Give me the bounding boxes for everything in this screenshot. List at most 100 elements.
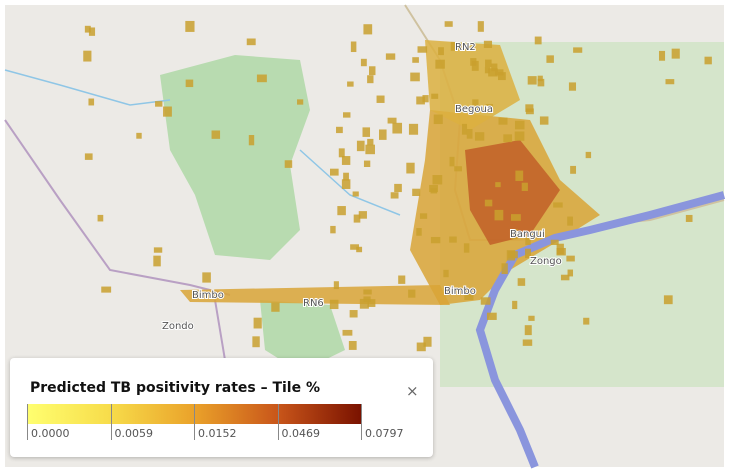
risk-tile <box>356 246 363 253</box>
place-label: Bimbo <box>192 290 224 301</box>
road-label: RN6 <box>303 298 324 309</box>
risk-tile <box>443 269 449 278</box>
risk-tile <box>525 104 534 112</box>
risk-tile <box>512 300 518 310</box>
risk-tile <box>477 21 484 32</box>
risk-tile <box>472 99 479 111</box>
road-label: RN2 <box>455 42 476 53</box>
legend-tick <box>277 404 279 440</box>
risk-tile <box>350 41 357 53</box>
risk-tile <box>408 289 416 298</box>
risk-tile <box>343 172 349 181</box>
risk-tile <box>567 269 574 277</box>
risk-tile <box>438 47 444 56</box>
risk-tile <box>464 294 474 301</box>
risk-tile <box>412 188 421 197</box>
risk-tile <box>423 336 432 347</box>
risk-tile <box>553 202 563 208</box>
risk-tile <box>348 341 357 350</box>
risk-tile <box>367 299 376 307</box>
risk-tile <box>480 297 491 305</box>
risk-tile <box>524 325 532 336</box>
risk-tile <box>429 184 438 193</box>
risk-tile <box>583 317 590 325</box>
risk-tile <box>514 120 525 130</box>
risk-tile <box>433 114 443 125</box>
risk-tile <box>408 123 419 135</box>
risk-tile <box>97 214 104 222</box>
risk-tile <box>367 138 374 146</box>
risk-tile <box>510 214 521 221</box>
risk-tile <box>503 134 513 143</box>
risk-tile <box>368 66 376 76</box>
risk-tile <box>350 244 359 250</box>
risk-tile <box>491 63 498 72</box>
risk-tile <box>342 329 353 336</box>
risk-tile <box>363 24 373 35</box>
risk-tile <box>416 96 425 105</box>
risk-tile <box>449 156 455 167</box>
risk-tile <box>463 243 470 253</box>
risk-tile <box>352 191 359 197</box>
risk-tile <box>398 275 406 284</box>
risk-tile <box>658 50 666 61</box>
risk-tile <box>416 228 422 236</box>
risk-tile <box>376 95 385 103</box>
risk-tile <box>485 59 492 68</box>
risk-tile <box>510 229 518 240</box>
place-label: Bangui <box>510 229 545 240</box>
risk-tile <box>341 156 351 165</box>
close-button[interactable]: × <box>406 382 419 400</box>
risk-tile <box>485 103 493 111</box>
park <box>160 55 310 260</box>
risk-tile <box>271 302 280 312</box>
risk-tile <box>522 339 533 346</box>
risk-tile <box>495 69 504 76</box>
risk-tile <box>136 132 142 139</box>
risk-tile <box>525 248 532 259</box>
risk-tile <box>566 255 575 262</box>
risk-tile <box>430 236 441 244</box>
risk-tile <box>385 53 396 60</box>
risk-tile <box>336 126 343 134</box>
risk-tile <box>379 129 387 140</box>
risk-tile <box>466 129 473 139</box>
risk-tile <box>246 38 256 46</box>
risk-tile <box>471 60 479 71</box>
risk-tile <box>528 315 535 321</box>
risk-tile <box>155 101 163 107</box>
legend-tick <box>110 404 112 440</box>
risk-tile <box>573 47 583 53</box>
risk-tile <box>537 78 545 87</box>
risk-tile <box>671 48 680 59</box>
risk-tile <box>422 95 429 103</box>
place-label: Bimbo <box>444 286 476 297</box>
risk-tile <box>329 299 339 310</box>
risk-tile <box>450 41 457 51</box>
risk-tile <box>297 99 304 105</box>
risk-tile <box>84 25 91 33</box>
risk-tile <box>416 342 426 352</box>
risk-tile <box>338 148 345 158</box>
risk-tile <box>495 182 501 188</box>
risk-tile <box>363 289 372 295</box>
risk-tile <box>153 255 161 267</box>
risk-tile <box>185 79 194 88</box>
risk-area <box>425 40 520 130</box>
risk-hotspot <box>465 140 560 245</box>
risk-tile <box>534 36 542 45</box>
risk-tile <box>202 272 211 283</box>
risk-tile <box>484 67 491 74</box>
risk-tile <box>704 56 712 65</box>
risk-tile <box>337 206 346 216</box>
risk-tile <box>387 117 397 124</box>
risk-tile <box>406 162 415 174</box>
risk-tile <box>248 135 255 146</box>
risk-tiles <box>83 20 712 352</box>
risk-tile <box>435 59 445 69</box>
risk-tile <box>432 175 443 185</box>
risk-tile <box>567 216 573 226</box>
risk-tile <box>367 75 374 84</box>
risk-tile <box>444 21 453 27</box>
